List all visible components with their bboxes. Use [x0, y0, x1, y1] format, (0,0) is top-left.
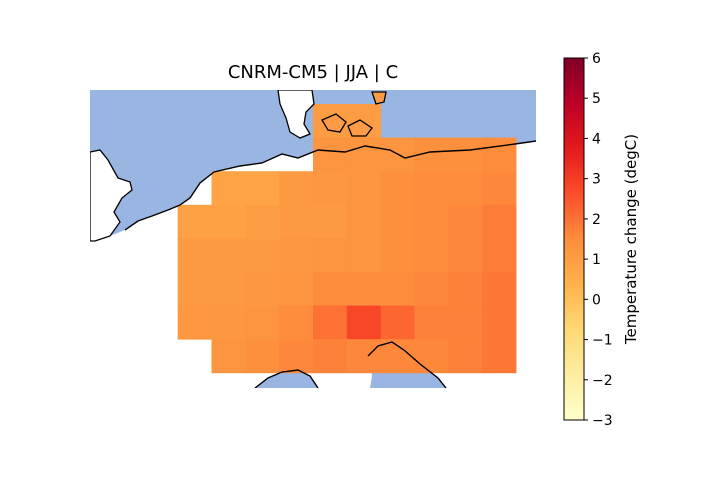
- colorbar-tick-label: 3: [592, 172, 601, 188]
- grid-cell: [448, 137, 483, 172]
- grid-cell: [313, 137, 348, 172]
- grid-cell: [245, 204, 280, 239]
- colorbar-tick-label: 6: [592, 51, 601, 67]
- grid-cell: [211, 339, 246, 374]
- coastlines: [90, 90, 536, 388]
- grid-cell: [211, 204, 246, 239]
- grid-cell: [346, 339, 382, 374]
- grid-cell: [448, 339, 483, 374]
- grid-cell: [380, 204, 415, 239]
- grid-cell: [380, 305, 415, 340]
- grid-cell: [380, 238, 415, 273]
- grid-cell: [346, 137, 382, 172]
- grid-cell: [245, 272, 280, 306]
- grid-cell: [448, 238, 483, 273]
- chart-title: CNRM-CM5 | JJA | C: [227, 62, 399, 83]
- grid-cell: [177, 238, 212, 273]
- grid-cell: [245, 339, 280, 374]
- grid-cell: [211, 272, 246, 306]
- colorbar-label: Temperature change (degC): [622, 134, 640, 345]
- grid-cell: [414, 171, 449, 206]
- grid-cell: [380, 272, 415, 306]
- grid-cell: [245, 171, 280, 206]
- coastline: [254, 369, 319, 388]
- grid-cell: [211, 171, 246, 206]
- grid-cell: [313, 171, 348, 206]
- grid-cell: [346, 305, 382, 340]
- coastline: [367, 341, 447, 388]
- colorbar-tick-label: 1: [592, 252, 601, 268]
- grid-cell: [482, 238, 517, 273]
- grid-cell: [279, 272, 314, 306]
- grid-cell: [313, 305, 348, 340]
- grid-cell: [177, 305, 212, 340]
- grid-cell: [482, 305, 517, 340]
- grid-cell: [177, 204, 212, 239]
- grid-cell: [346, 272, 382, 306]
- grid-cell: [245, 238, 280, 273]
- land-outline: [321, 113, 347, 133]
- grid-cell: [313, 204, 348, 239]
- colorbar-gradient: [563, 57, 585, 421]
- grid-cell: [279, 238, 314, 273]
- colorbar-tick-label: −2: [592, 373, 613, 389]
- grid-cell: [482, 137, 517, 172]
- land-outline: [347, 119, 373, 137]
- grid-cell: [177, 272, 212, 306]
- grid-cell: [414, 339, 449, 374]
- grid-cell: [414, 305, 449, 340]
- grid-cell: [448, 171, 483, 206]
- grid-cell: [482, 204, 517, 239]
- map-area: [90, 90, 536, 388]
- grid-cell: [346, 204, 382, 239]
- grid-cell: [279, 305, 314, 340]
- colorbar-tick-label: 5: [592, 91, 601, 107]
- grid-cell: [211, 305, 246, 340]
- coastline: [124, 143, 516, 231]
- colorbar-ticks: −3 −2 −1 0 1 2 3 4 5 6: [584, 51, 613, 429]
- colorbar: −3 −2 −1 0 1 2 3 4 5 6 Temperature change (degC): [563, 51, 640, 429]
- grid-cell: [245, 305, 280, 340]
- grid-cell: [448, 204, 483, 239]
- grid-cell: [346, 171, 382, 206]
- grid-cell: [482, 339, 517, 374]
- colorbar-tick-label: −1: [592, 333, 613, 349]
- grid-cell: [279, 171, 314, 206]
- grid-cell: [414, 272, 449, 306]
- land-outline: [90, 149, 133, 242]
- grid-cell: [414, 238, 449, 273]
- grid-cell: [211, 238, 246, 273]
- grid-cell: [448, 272, 483, 306]
- land-outline: [371, 91, 387, 105]
- grid-cell: [380, 171, 415, 206]
- colorbar-tick-label: 0: [592, 292, 601, 308]
- grid-cell: [414, 204, 449, 239]
- coastline: [514, 140, 536, 145]
- temperature-grid: [177, 104, 517, 374]
- grid-cell: [380, 339, 415, 374]
- grid-cell: [313, 238, 348, 273]
- colorbar-tick-label: 2: [592, 212, 601, 228]
- grid-cell: [482, 272, 517, 306]
- land-outline: [277, 90, 315, 139]
- grid-cell: [482, 171, 517, 206]
- grid-cell: [313, 339, 348, 374]
- colorbar-tick-label: 4: [592, 131, 601, 147]
- grid-cell: [313, 272, 348, 306]
- grid-cell: [448, 305, 483, 340]
- colorbar-tick-label: −3: [592, 413, 613, 429]
- sea-area: [90, 90, 536, 241]
- grid-cell: [279, 204, 314, 239]
- grid-cell: [279, 339, 314, 374]
- sea-area: [255, 370, 318, 388]
- grid-cell: [346, 238, 382, 273]
